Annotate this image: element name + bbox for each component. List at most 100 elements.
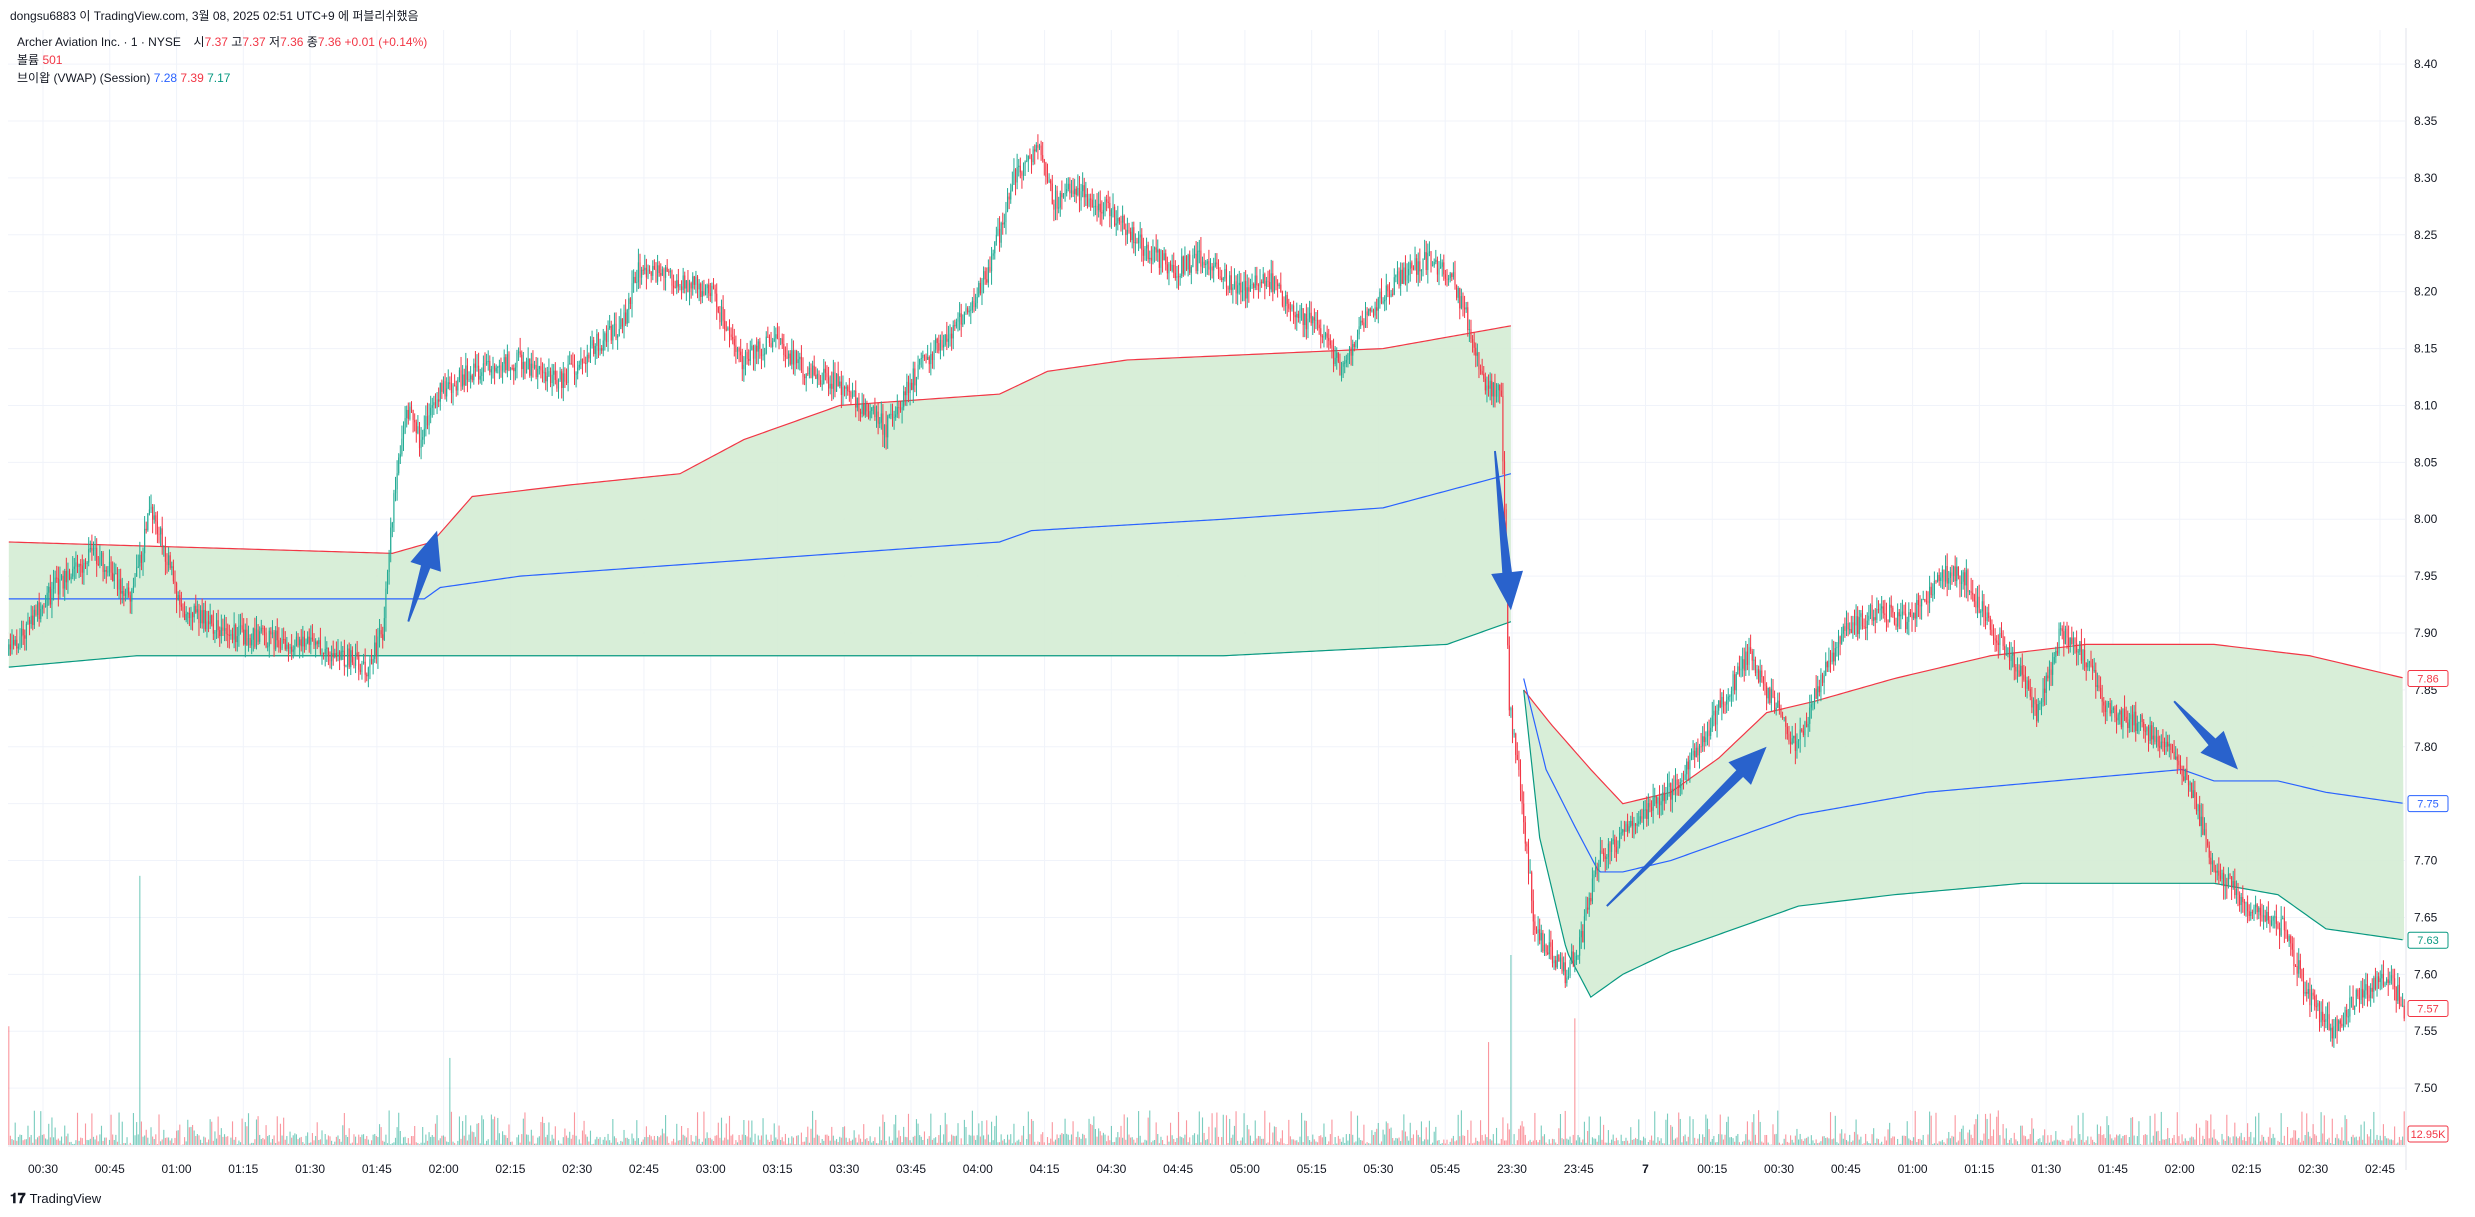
candle-body	[1101, 212, 1103, 214]
volume-bar	[132, 1113, 135, 1145]
volume-bar	[2402, 1136, 2404, 1145]
candle-body	[687, 280, 689, 292]
candle-body	[1002, 223, 1004, 225]
volume-bar	[744, 1135, 747, 1145]
volume-bar	[1176, 1138, 1178, 1145]
volume-bar	[540, 1122, 542, 1145]
volume-bar	[1305, 1120, 1307, 1145]
volume-bar	[1983, 1133, 1985, 1145]
volume-bar	[1906, 1121, 1908, 1145]
volume-bar	[609, 1140, 611, 1145]
candle-body	[1889, 604, 1891, 622]
candle-body	[2040, 702, 2043, 704]
volume-bar	[2362, 1139, 2364, 1145]
candle-body	[286, 644, 288, 650]
candle-body	[310, 637, 312, 645]
legend-volume-row[interactable]: 볼륨 501	[17, 51, 427, 69]
candle-body	[1992, 635, 1995, 639]
volume-bar	[912, 1136, 914, 1145]
candle-body	[1217, 264, 1220, 277]
volume-bar	[2023, 1135, 2025, 1145]
candle-body	[2008, 647, 2011, 661]
legend-vwap-row[interactable]: 브이왑 (VWAP) (Session) 7.28 7.39 7.17	[17, 69, 427, 87]
candle-body	[834, 372, 836, 392]
volume-bar	[414, 1125, 416, 1145]
volume-bar	[2087, 1136, 2089, 1145]
footer-brand[interactable]: 𝟏𝟕 TradingView	[10, 1190, 101, 1207]
volume-bar	[1390, 1127, 1392, 1145]
volume-bar	[116, 1141, 119, 1145]
volume-bar	[1550, 1143, 1552, 1145]
volume-bar	[2263, 1136, 2265, 1145]
volume-bar	[1726, 1121, 1728, 1145]
symbol-name[interactable]: Archer Aviation Inc. · 1 · NYSE	[17, 35, 181, 49]
candle-body	[944, 334, 946, 345]
candle-body	[171, 566, 173, 568]
candle-body	[1130, 231, 1132, 241]
candle-body	[297, 636, 299, 646]
volume-bar	[939, 1125, 941, 1145]
volume-bar	[334, 1141, 336, 1145]
volume-bar	[1900, 1143, 1902, 1145]
candle-body	[1427, 252, 1429, 271]
volume-bar	[2008, 1139, 2011, 1145]
candle-body	[1411, 262, 1413, 268]
volume-bar	[1845, 1140, 1848, 1145]
volume-bar	[1297, 1142, 1299, 1145]
candle-body	[578, 364, 580, 368]
candle-body	[1380, 291, 1383, 304]
volume-bar	[500, 1143, 502, 1145]
volume-bar	[67, 1133, 69, 1145]
volume-bar	[2202, 1135, 2204, 1145]
volume-bar	[1010, 1134, 1012, 1145]
candle-body	[433, 402, 435, 406]
volume-bar	[2020, 1125, 2022, 1145]
volume-bar	[243, 1144, 245, 1145]
candle-body	[463, 374, 465, 386]
candle-body	[1732, 674, 1734, 691]
volume-bar	[856, 1142, 858, 1145]
volume-bar	[1494, 1143, 1496, 1145]
volume-bar	[2192, 1137, 2194, 1145]
candle-body	[46, 592, 48, 607]
volume-bar	[1051, 1122, 1053, 1145]
volume-bar	[607, 1133, 609, 1145]
candle-body	[1620, 832, 1622, 834]
candle-body	[1460, 296, 1462, 309]
volume-bar	[1332, 1144, 1335, 1145]
candle-body	[1371, 310, 1373, 312]
candle-body	[1502, 395, 1504, 462]
volume-bar	[84, 1123, 87, 1145]
candle-body	[2080, 641, 2082, 661]
volume-bar	[2358, 1136, 2361, 1145]
candle-body	[1655, 796, 1657, 804]
volume-bar	[1543, 1134, 1546, 1145]
volume-bar	[784, 1133, 786, 1145]
candle-body	[2278, 928, 2281, 936]
candle-body	[449, 382, 451, 384]
candle-body	[468, 379, 470, 381]
candle-body	[367, 667, 369, 677]
volume-bar	[2184, 1138, 2186, 1145]
candle-body	[2066, 628, 2068, 638]
volume-bar	[851, 1139, 854, 1145]
volume-bar	[601, 1144, 603, 1145]
candle-body	[1297, 313, 1299, 319]
volume-bar	[466, 1140, 468, 1145]
volume-bar	[1050, 1138, 1052, 1145]
candle-body	[2128, 719, 2130, 729]
volume-bar	[1782, 1143, 1784, 1145]
candle-body	[2002, 635, 2004, 647]
candle-body	[1647, 803, 1649, 819]
volume-bar	[2157, 1130, 2159, 1145]
candle-body	[1285, 295, 1287, 307]
volume-bar	[1130, 1137, 1132, 1145]
volume-bar	[1724, 1134, 1726, 1145]
candle-body	[447, 382, 449, 389]
volume-bar	[359, 1137, 361, 1145]
candle-body	[1486, 385, 1488, 391]
candle-body	[1484, 378, 1486, 391]
volume-bar	[840, 1137, 842, 1145]
candle-body	[1051, 183, 1053, 205]
